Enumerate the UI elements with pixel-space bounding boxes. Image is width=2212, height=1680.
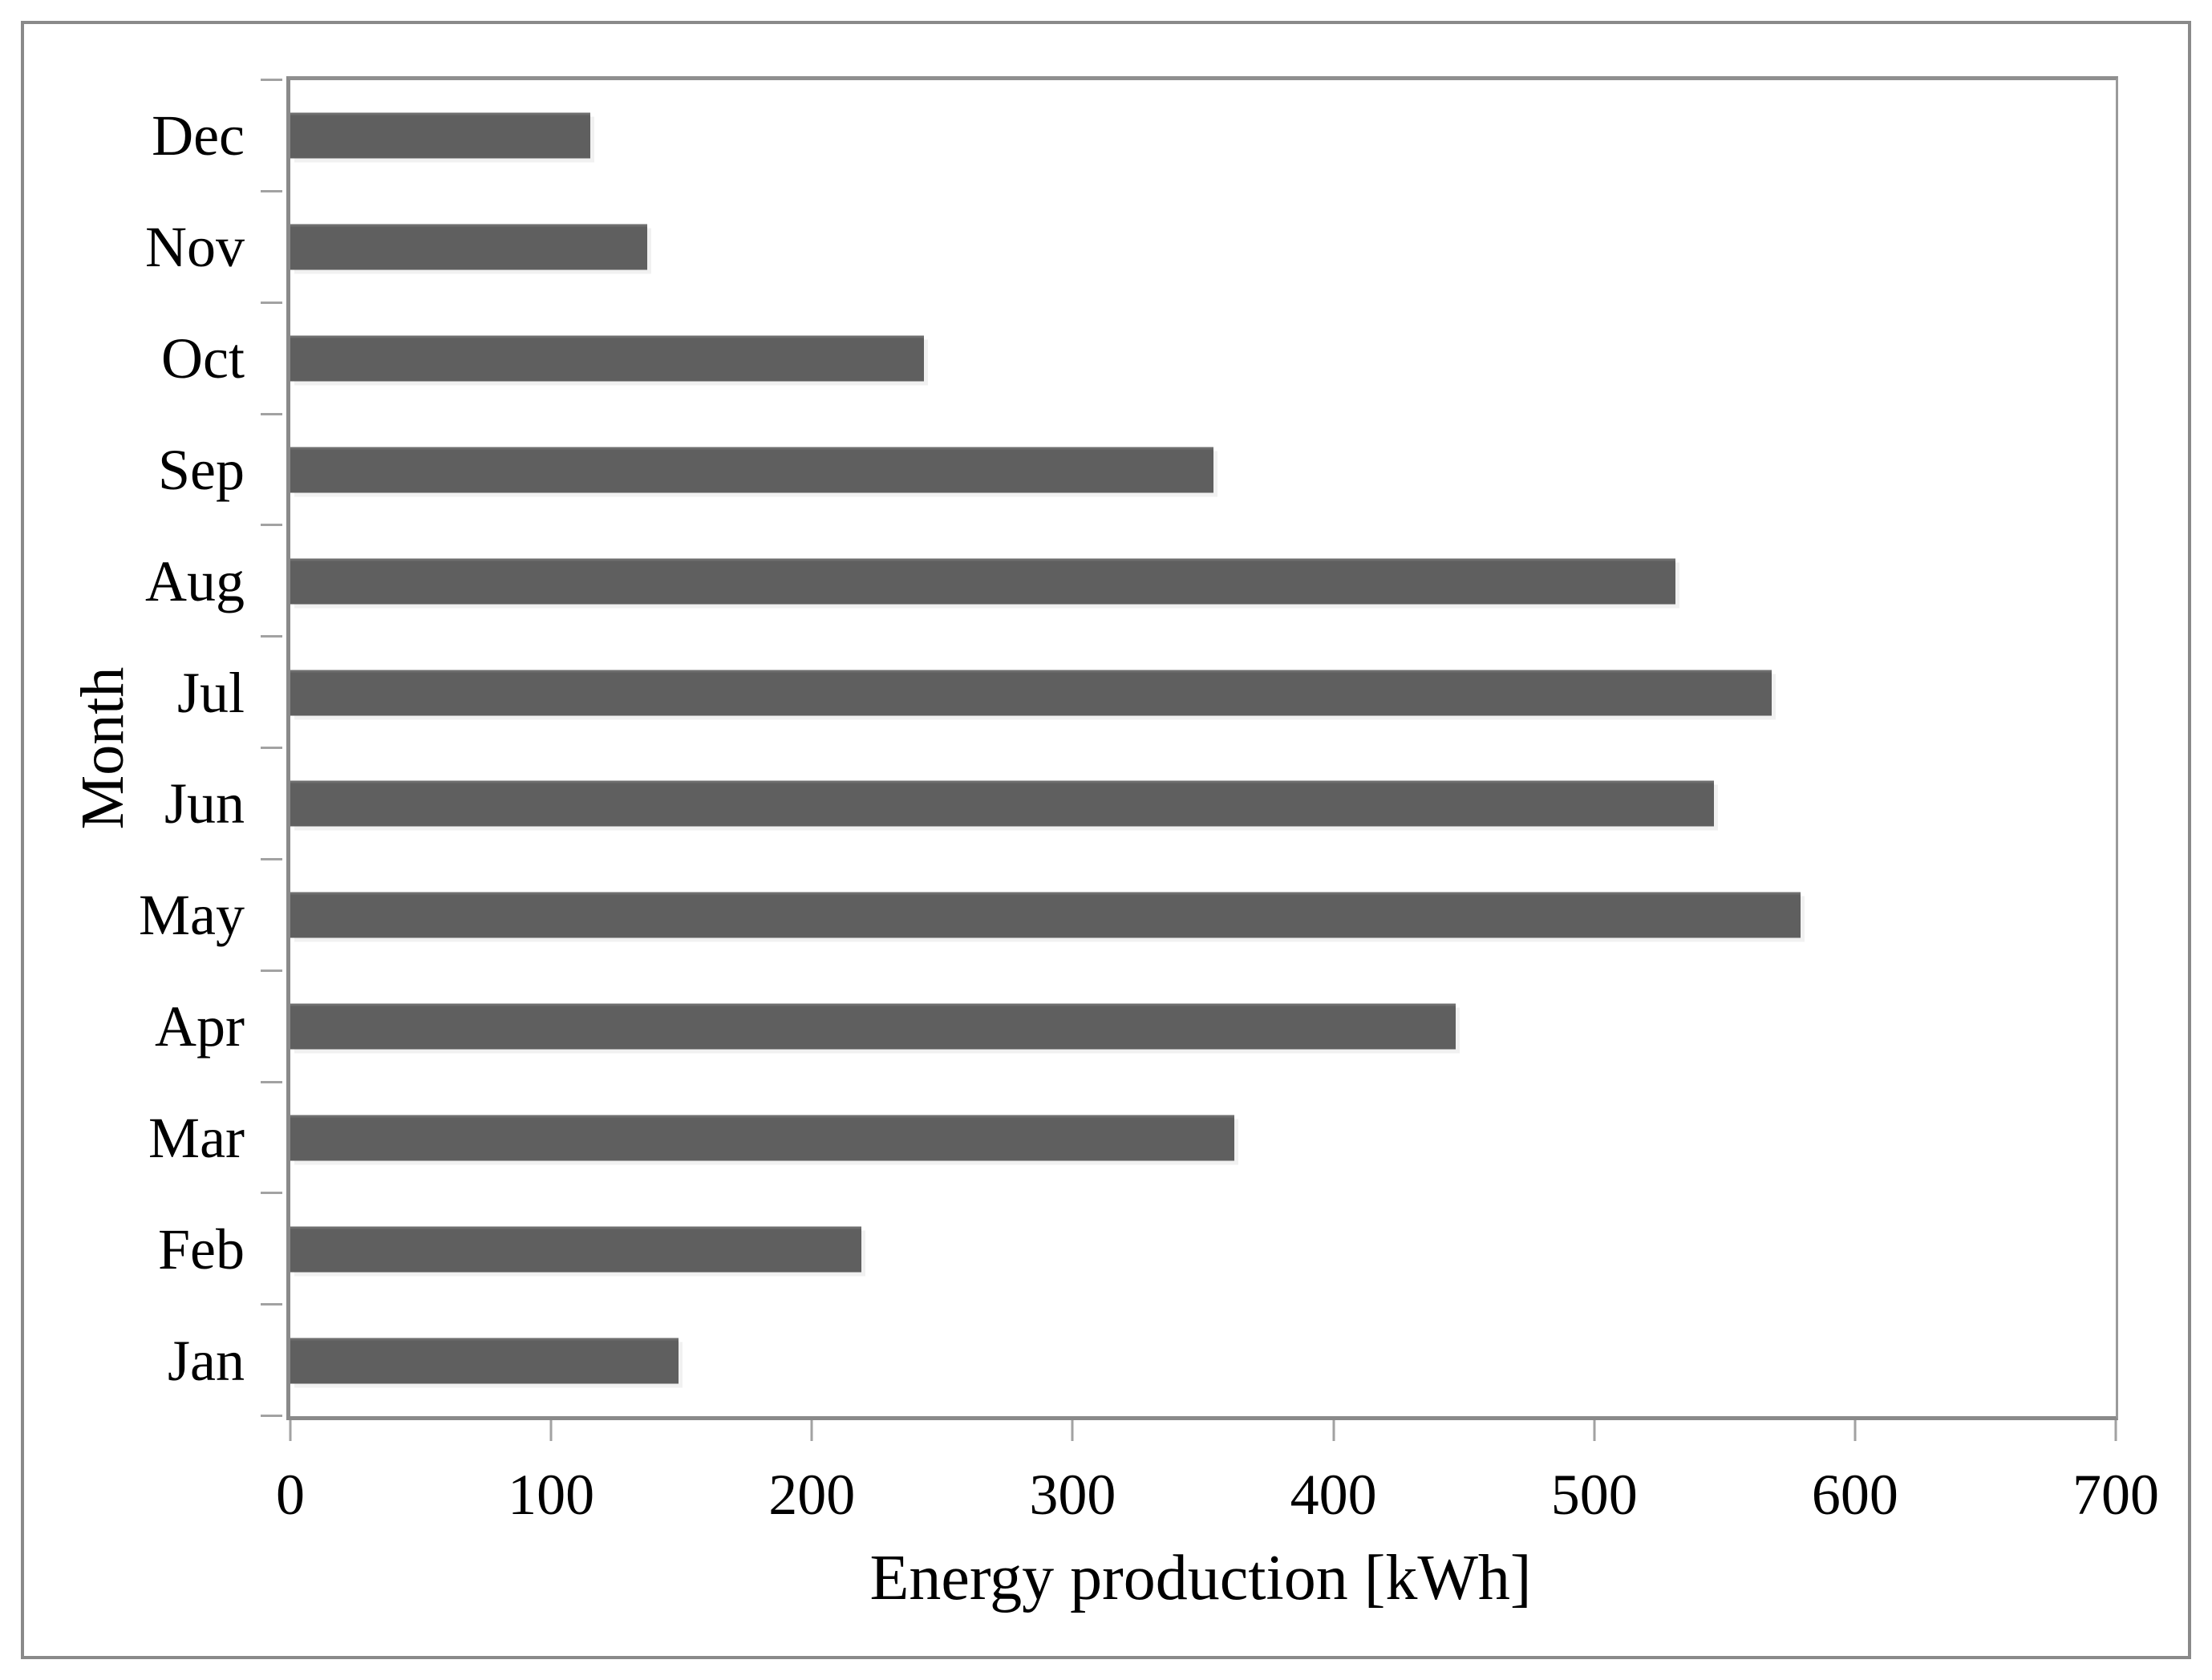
y-tick-label-nov: Nov [145, 215, 245, 280]
y-tick-label-oct: Oct [161, 326, 245, 391]
x-tick-label-0: 0 [276, 1463, 305, 1527]
y-axis-tick [261, 747, 282, 749]
x-tick-label-200: 200 [768, 1463, 856, 1527]
x-tick-label-300: 300 [1029, 1463, 1116, 1527]
y-tick-label-feb: Feb [158, 1216, 245, 1281]
x-axis-tick [549, 1420, 553, 1441]
x-axis-tick [2114, 1420, 2117, 1441]
y-tick-label-sep: Sep [158, 437, 245, 502]
y-tick-label-aug: Aug [145, 549, 245, 613]
x-axis-tick [1071, 1420, 1074, 1441]
x-axis-tick [1593, 1420, 1596, 1441]
y-axis-tick [261, 857, 282, 860]
bar-jun [290, 780, 1715, 827]
y-axis-tick [261, 524, 282, 527]
y-axis-tick [261, 1303, 282, 1306]
x-tick-label-700: 700 [2072, 1463, 2159, 1527]
bar-sep [290, 447, 1213, 493]
y-tick-label-jun: Jun [164, 771, 245, 836]
y-axis-tick [261, 1192, 282, 1195]
bar-aug [290, 558, 1675, 605]
bar-apr [290, 1003, 1456, 1050]
x-tick-label-500: 500 [1550, 1463, 1638, 1527]
y-axis-tick [261, 412, 282, 415]
y-axis-tick [261, 189, 282, 192]
x-tick-label-600: 600 [1811, 1463, 1898, 1527]
figure-border [21, 21, 2191, 1659]
y-axis-tick [261, 301, 282, 304]
bar-nov [290, 224, 648, 270]
y-axis-tick [261, 1415, 282, 1417]
y-axis-tick [261, 635, 282, 638]
y-axis-tick [261, 79, 282, 81]
y-axis-tick [261, 969, 282, 972]
y-tick-label-jul: Jul [176, 660, 245, 725]
y-tick-label-jan: Jan [168, 1328, 245, 1393]
x-axis-tick [1332, 1420, 1335, 1441]
x-axis-title: Energy production [kWh] [869, 1543, 1532, 1613]
y-tick-label-mar: Mar [148, 1105, 245, 1170]
bar-mar [290, 1115, 1235, 1161]
x-axis-tick [289, 1420, 292, 1441]
bar-feb [290, 1226, 862, 1273]
bar-oct [290, 335, 925, 382]
x-tick-label-400: 400 [1290, 1463, 1377, 1527]
y-axis-tick [261, 1080, 282, 1083]
y-axis-title: Month [69, 666, 136, 830]
x-axis-tick [810, 1420, 813, 1441]
plot-area: Dec Nov Oct Sep Aug Jul Jun May Apr Mar Feb Jan 0 100… [139, 76, 2159, 1524]
x-tick-label-100: 100 [508, 1463, 595, 1527]
y-tick-label-dec: Dec [152, 103, 245, 168]
bar-dec [290, 112, 590, 159]
y-tick-label-apr: Apr [155, 994, 245, 1059]
bar-jan [290, 1338, 679, 1384]
bar-may [290, 892, 1801, 938]
bar-jul [290, 670, 1772, 716]
x-axis-tick [1853, 1420, 1857, 1441]
y-tick-label-may: May [139, 883, 245, 948]
